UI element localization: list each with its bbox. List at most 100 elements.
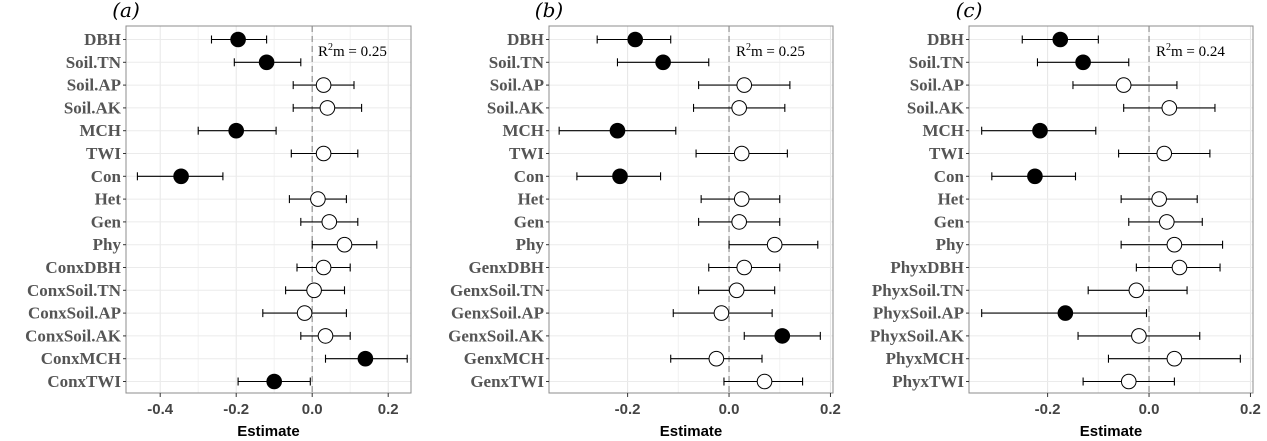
- y-tick-label: Soil.AP: [910, 76, 964, 95]
- y-tick-label: Soil.AK: [907, 98, 965, 117]
- y-tick-label: Soil.AK: [487, 98, 545, 117]
- significant-point: [627, 31, 644, 48]
- y-tick-label: Het: [938, 190, 965, 209]
- y-tick-label: Con: [934, 167, 965, 186]
- x-tick-label: -0.2: [1035, 401, 1061, 418]
- plot-area: [969, 26, 1253, 393]
- y-tick-label: Het: [518, 190, 545, 209]
- nonsignificant-point: [321, 214, 338, 230]
- plot-area: [549, 26, 833, 393]
- nonsignificant-point: [766, 236, 783, 253]
- significant-point: [1057, 305, 1074, 321]
- y-tick-label: ConxTWI: [47, 372, 121, 391]
- nonsignificant-point: [736, 77, 753, 93]
- nonsignificant-point: [731, 214, 747, 230]
- y-tick-label: TWI: [86, 144, 121, 163]
- y-tick-label: GenxMCH: [464, 349, 544, 368]
- y-tick-label: PhyxSoil.AK: [870, 326, 965, 345]
- y-tick-label: DBH: [84, 30, 121, 49]
- panel-label: (c): [956, 0, 983, 22]
- y-tick-label: PhyxMCH: [886, 349, 964, 368]
- nonsignificant-point: [310, 191, 326, 207]
- y-tick-label: ConxMCH: [41, 349, 121, 368]
- x-tick-label: 0.0: [302, 401, 323, 418]
- y-tick-label: MCH: [79, 121, 121, 140]
- y-tick-label: Phy: [936, 235, 965, 254]
- nonsignificant-point: [756, 373, 773, 390]
- panel-border: [548, 25, 834, 394]
- nonsignificant-point: [306, 282, 322, 299]
- y-tick-label: DBH: [927, 30, 964, 49]
- plot-area: [126, 26, 411, 393]
- x-tick-label: -0.2: [223, 401, 249, 418]
- y-tick-label: Het: [95, 190, 122, 209]
- significant-point: [258, 54, 275, 71]
- r2-annotation: R2m = 0.25: [736, 42, 805, 60]
- nonsignificant-point: [1166, 350, 1183, 367]
- panel-label: (b): [535, 0, 563, 22]
- significant-point: [173, 168, 189, 185]
- significant-point: [774, 328, 791, 344]
- chart-panel-c: DBH Soil.TN Soil.AP Soil.AK MCH TWI Con Het Gen P…: [870, 0, 1261, 440]
- y-tick-label: Con: [514, 167, 545, 186]
- y-tick-label: Gen: [934, 212, 965, 231]
- nonsignificant-point: [1166, 236, 1183, 253]
- chart-panel-b: DBH Soil.TN Soil.AP Soil.AK MCH TWI Con Het Gen P…: [448, 0, 841, 440]
- y-tick-label: ConxSoil.AK: [25, 326, 122, 345]
- nonsignificant-point: [1128, 282, 1145, 299]
- x-tick-label: 0.2: [1240, 401, 1261, 418]
- panel-border: [125, 25, 412, 394]
- significant-point: [612, 168, 628, 185]
- significant-point: [266, 373, 283, 390]
- nonsignificant-point: [1156, 145, 1173, 162]
- nonsignificant-point: [708, 350, 725, 367]
- nonsignificant-point: [733, 145, 750, 162]
- y-tick-label: ConxSoil.AP: [28, 304, 121, 323]
- y-tick-label: Gen: [514, 212, 545, 231]
- nonsignificant-point: [1115, 77, 1132, 93]
- significant-point: [655, 54, 671, 71]
- y-tick-label: PhyxSoil.AP: [873, 304, 964, 323]
- nonsignificant-point: [315, 77, 332, 93]
- y-tick-label: Gen: [91, 212, 122, 231]
- nonsignificant-point: [336, 236, 353, 253]
- y-tick-label: Soil.AK: [64, 98, 122, 117]
- significant-point: [228, 122, 244, 139]
- r2-annotation: R2m = 0.25: [318, 42, 387, 60]
- y-tick-label: Phy: [516, 235, 545, 254]
- x-axis-label: Estimate: [1080, 423, 1143, 440]
- nonsignificant-point: [317, 328, 334, 344]
- nonsignificant-point: [1131, 328, 1147, 344]
- y-tick-label: GenxSoil.AP: [451, 304, 544, 323]
- nonsignificant-point: [296, 305, 313, 321]
- x-tick-label: 0.2: [378, 401, 399, 418]
- y-tick-label: Phy: [93, 235, 122, 254]
- nonsignificant-point: [319, 100, 336, 116]
- significant-point: [1027, 168, 1043, 185]
- y-tick-label: MCH: [922, 121, 964, 140]
- nonsignificant-point: [1151, 191, 1167, 207]
- nonsignificant-point: [731, 100, 747, 116]
- y-tick-label: TWI: [929, 144, 964, 163]
- y-tick-label: PhyxTWI: [892, 372, 964, 391]
- nonsignificant-point: [1171, 259, 1188, 276]
- y-tick-label: Soil.TN: [489, 53, 545, 72]
- y-tick-label: GenxTWI: [470, 372, 544, 391]
- y-tick-label: DBH: [507, 30, 544, 49]
- panel-label: (a): [112, 0, 140, 22]
- y-tick-label: GenxSoil.TN: [450, 281, 545, 300]
- nonsignificant-point: [1120, 373, 1137, 390]
- nonsignificant-point: [736, 259, 753, 276]
- nonsignificant-point: [315, 145, 332, 162]
- x-axis-label: Estimate: [237, 423, 300, 440]
- x-tick-label: -0.4: [147, 401, 174, 418]
- chart-panel-a: DBH Soil.TN Soil.AP Soil.AK MCH TWI Con Het Gen P…: [25, 0, 412, 440]
- nonsignificant-point: [315, 259, 332, 276]
- y-tick-label: PhyxSoil.TN: [872, 281, 965, 300]
- y-tick-label: Soil.AP: [67, 76, 121, 95]
- significant-point: [609, 122, 626, 139]
- y-tick-label: PhyxDBH: [890, 258, 964, 277]
- y-tick-label: MCH: [502, 121, 544, 140]
- nonsignificant-point: [728, 282, 745, 299]
- x-tick-label: 0.0: [1139, 401, 1160, 418]
